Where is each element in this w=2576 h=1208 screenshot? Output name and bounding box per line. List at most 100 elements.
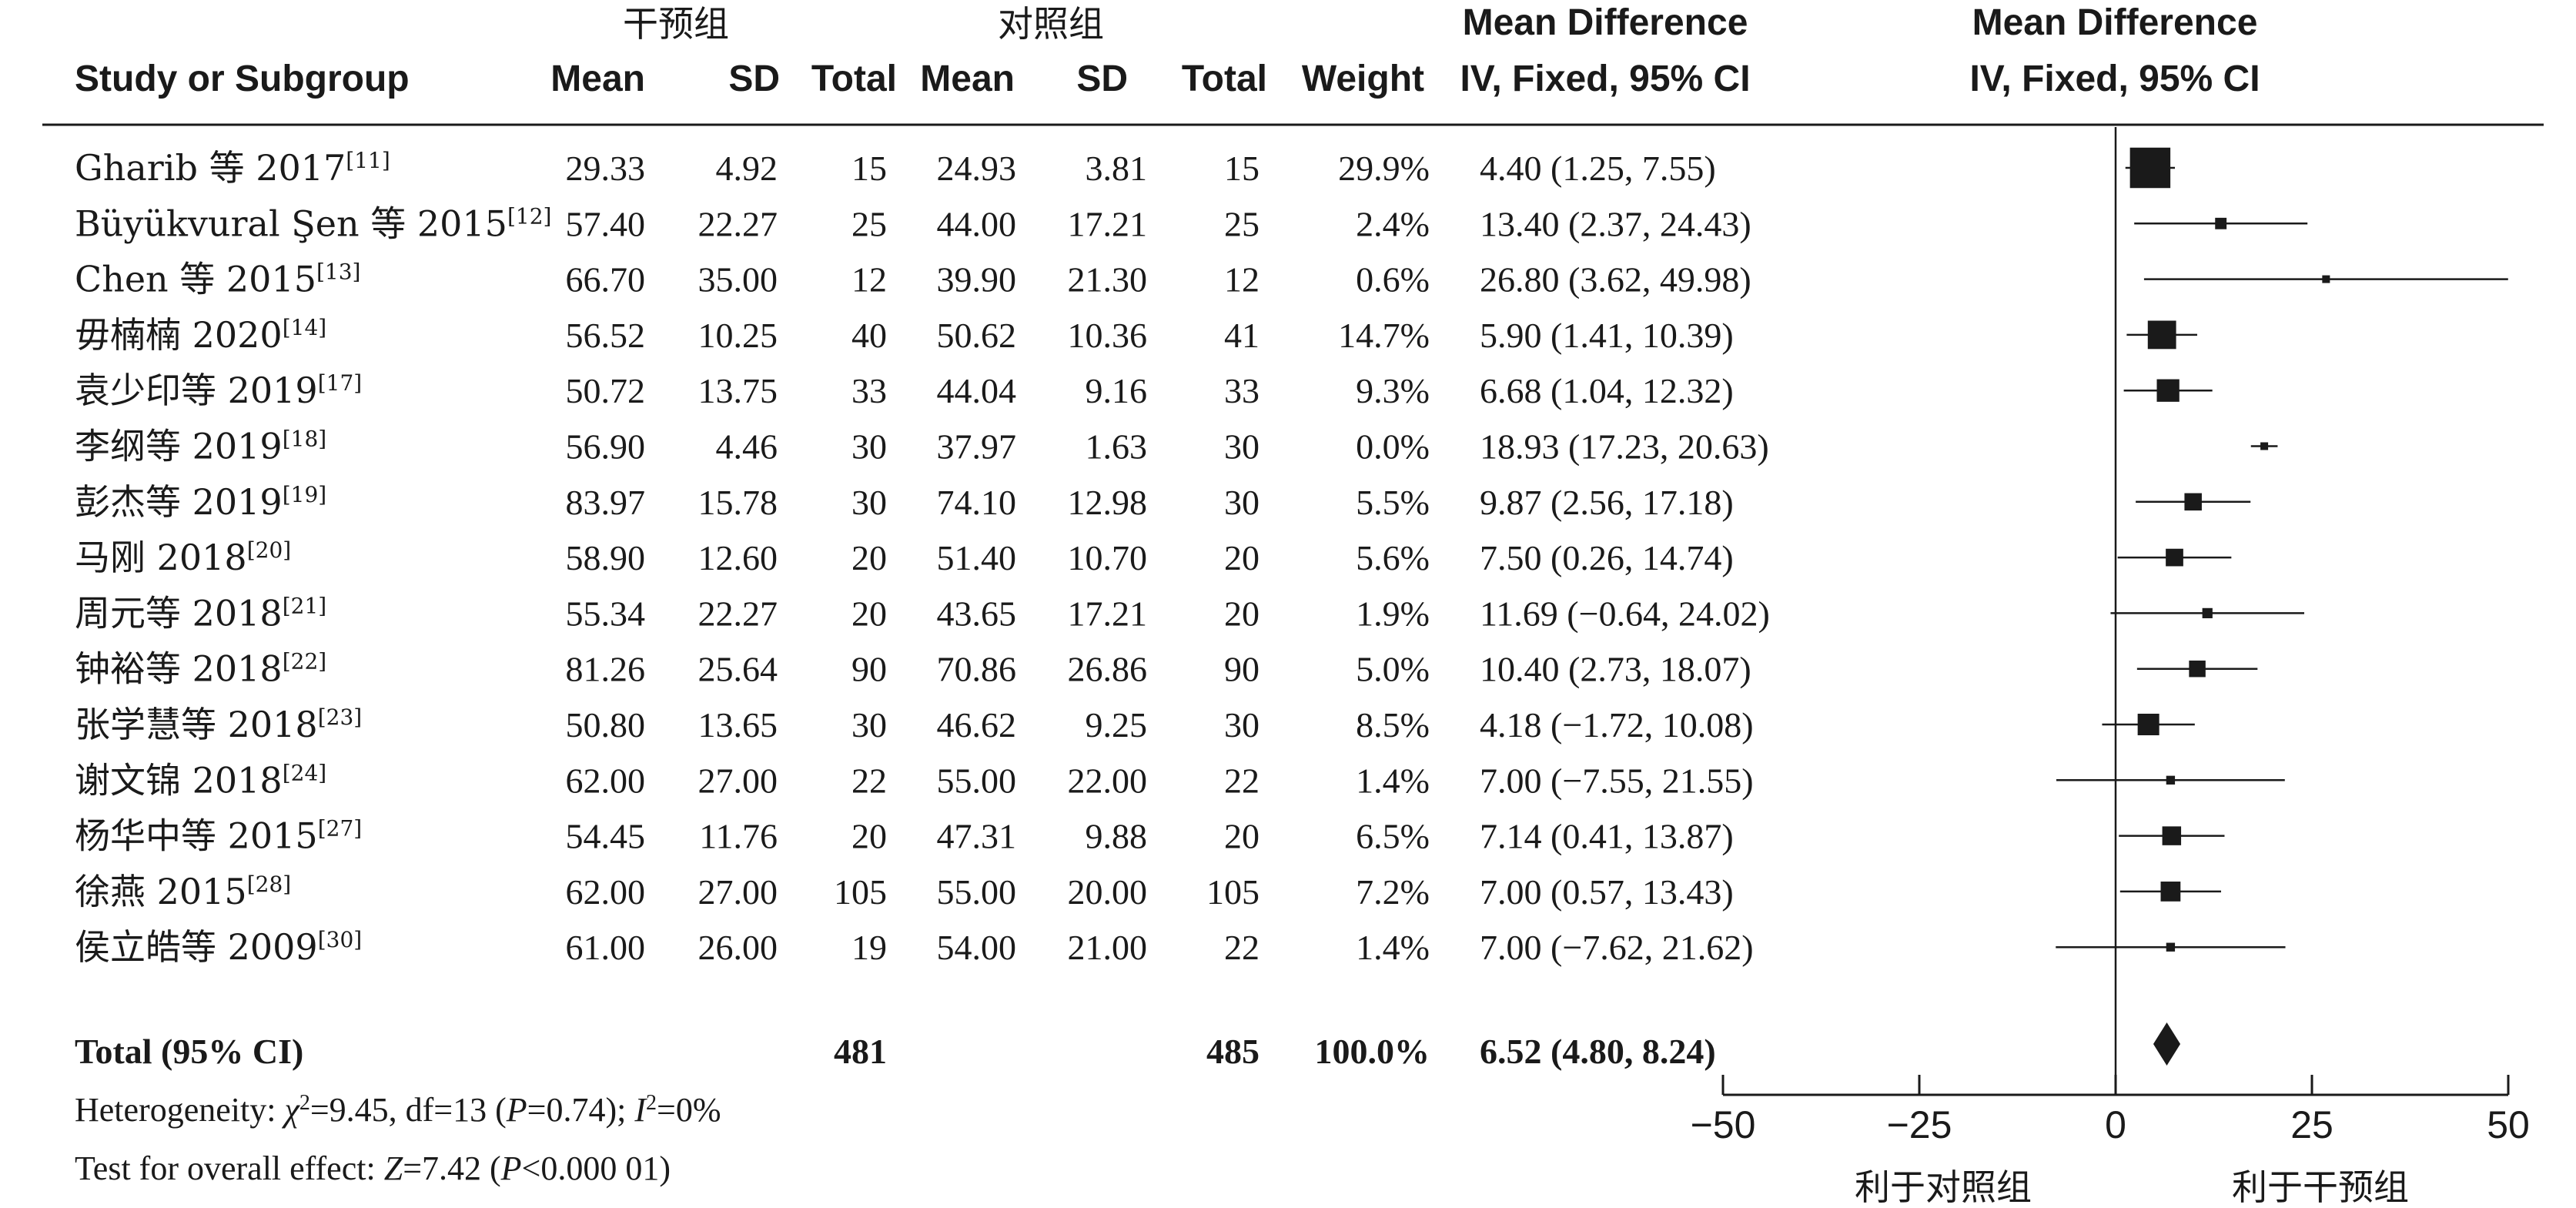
point-estimate	[2189, 660, 2206, 678]
total1-cell: 12	[851, 260, 887, 299]
weight-cell: 14.7%	[1338, 316, 1430, 355]
mean2-cell: 44.00	[937, 204, 1017, 243]
point-estimate	[2160, 882, 2181, 902]
point-estimate	[2147, 320, 2176, 350]
sd2-cell: 12.98	[1068, 483, 1148, 522]
total1-cell: 30	[851, 427, 887, 467]
total1-header: Total	[811, 59, 897, 99]
weight-cell: 8.5%	[1356, 705, 1430, 745]
study-name: 毋楠楠 2020[14]	[75, 314, 326, 356]
total1-cell: 15	[851, 149, 887, 188]
weight-cell: 9.3%	[1356, 371, 1430, 410]
total2-header: Total	[1182, 59, 1267, 99]
weight-cell: 29.9%	[1338, 149, 1430, 188]
total1-cell: 22	[851, 761, 887, 800]
mean1-cell: 57.40	[566, 204, 646, 243]
overall-effect-text: Test for overall effect: Z=7.42 (P<0.000…	[75, 1149, 671, 1187]
tick-label: −50	[1691, 1103, 1756, 1146]
md-ci-cell: 13.40 (2.37, 24.43)	[1480, 204, 1751, 243]
sd1-cell: 13.75	[698, 371, 778, 410]
study-name: Gharib 等 2017[11]	[75, 147, 390, 189]
study-name: 徐燕 2015[28]	[75, 871, 291, 912]
total2-cell: 30	[1224, 705, 1260, 745]
mean2-cell: 37.97	[937, 427, 1017, 467]
total1-cell: 25	[851, 204, 887, 243]
sd1-cell: 13.65	[698, 705, 778, 745]
weight-cell: 0.6%	[1356, 260, 1430, 299]
total1-cell: 20	[851, 594, 887, 633]
total-n1: 481	[834, 1032, 887, 1071]
sd1-cell: 15.78	[698, 483, 778, 522]
weight-cell: 0.0%	[1356, 427, 1430, 467]
plot-method-header: IV, Fixed, 95% CI	[1969, 59, 2260, 99]
weight-cell: 5.5%	[1356, 483, 1430, 522]
study-name: 钟裕等 2018[22]	[75, 648, 326, 690]
total1-cell: 20	[851, 817, 887, 856]
point-estimate	[2166, 548, 2183, 567]
mean2-cell: 74.10	[937, 483, 1017, 522]
mean1-cell: 56.90	[566, 427, 646, 467]
sd1-cell: 4.92	[716, 149, 778, 188]
point-estimate	[2260, 442, 2269, 450]
total1-cell: 19	[851, 928, 887, 967]
total2-cell: 41	[1224, 316, 1260, 355]
weight-cell: 5.6%	[1356, 538, 1430, 577]
total1-cell: 20	[851, 538, 887, 577]
mean1-cell: 66.70	[566, 260, 646, 299]
mean1-cell: 83.97	[566, 483, 646, 522]
mean1-cell: 54.45	[566, 817, 646, 856]
mean1-cell: 50.80	[566, 705, 646, 745]
md-ci-cell: 11.69 (−0.64, 24.02)	[1480, 594, 1770, 633]
sd2-cell: 10.70	[1068, 538, 1148, 577]
mean2-cell: 44.04	[937, 371, 1017, 410]
study-name: 马刚 2018[20]	[75, 537, 291, 578]
weight-cell: 6.5%	[1356, 817, 1430, 856]
sd1-header: SD	[728, 59, 780, 99]
mean1-header: Mean	[550, 59, 645, 99]
mean1-cell: 55.34	[566, 594, 646, 633]
sd1-cell: 4.46	[716, 427, 778, 467]
sd2-cell: 17.21	[1068, 204, 1148, 243]
study-name: 侯立皓等 2009[30]	[75, 926, 362, 968]
sd2-cell: 9.25	[1086, 705, 1148, 745]
total2-cell: 25	[1224, 204, 1260, 243]
mean1-cell: 62.00	[566, 761, 646, 800]
total-weight: 100.0%	[1315, 1032, 1430, 1071]
plot-marks	[2056, 147, 2508, 1066]
md-ci-cell: 7.14 (0.41, 13.87)	[1480, 817, 1734, 856]
tick-label: 25	[2290, 1103, 2333, 1146]
sd2-cell: 21.00	[1068, 928, 1148, 967]
total1-cell: 105	[834, 872, 887, 912]
weight-cell: 2.4%	[1356, 204, 1430, 243]
md-ci-cell: 9.87 (2.56, 17.18)	[1480, 483, 1734, 522]
point-estimate	[2166, 775, 2176, 785]
tick-label: 50	[2487, 1103, 2530, 1146]
point-estimate	[2202, 607, 2213, 619]
plot-header-title: Mean Difference	[1972, 2, 2258, 43]
point-estimate	[2184, 493, 2202, 511]
mean2-cell: 47.31	[937, 817, 1017, 856]
sd1-cell: 27.00	[698, 872, 778, 912]
sd2-cell: 9.16	[1086, 371, 1148, 410]
sd1-cell: 10.25	[698, 316, 778, 355]
total2-cell: 30	[1224, 483, 1260, 522]
total-ci: 6.52 (4.80, 8.24)	[1480, 1032, 1716, 1071]
point-estimate	[2162, 826, 2182, 845]
sd1-cell: 27.00	[698, 761, 778, 800]
sd2-cell: 3.81	[1086, 149, 1148, 188]
mean1-cell: 61.00	[566, 928, 646, 967]
sd1-cell: 35.00	[698, 260, 778, 299]
sd1-cell: 22.27	[698, 594, 778, 633]
study-name: 杨华中等 2015[27]	[75, 815, 362, 857]
md-ci-cell: 6.68 (1.04, 12.32)	[1480, 371, 1734, 410]
sd2-cell: 22.00	[1068, 761, 1148, 800]
sd1-cell: 12.60	[698, 538, 778, 577]
mean1-cell: 50.72	[566, 371, 646, 410]
md-ci-cell: 7.00 (0.57, 13.43)	[1480, 872, 1734, 912]
mean2-cell: 39.90	[937, 260, 1017, 299]
tick-label: 0	[2105, 1103, 2126, 1146]
md-ci-cell: 4.18 (−1.72, 10.08)	[1480, 705, 1754, 745]
pooled-diamond	[2153, 1022, 2181, 1066]
study-name: 彭杰等 2019[19]	[75, 481, 326, 523]
